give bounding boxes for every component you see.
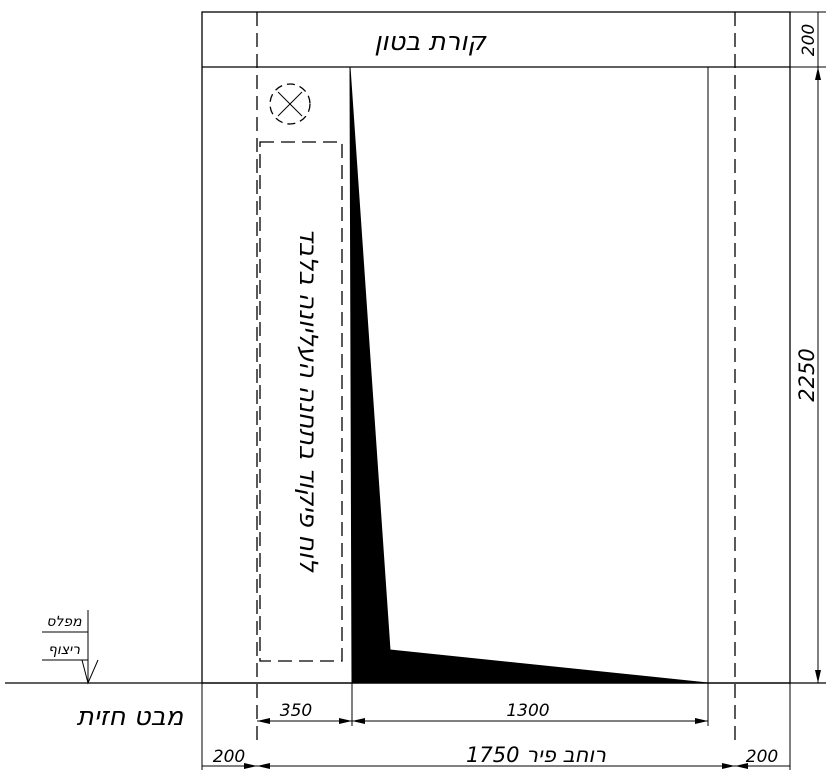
control-panel-label: לוח פיקוד בתחנה העליונה בלבד bbox=[294, 228, 323, 573]
beam-label: קורת בטון bbox=[374, 27, 487, 57]
right-wall-dim: 200 bbox=[746, 747, 778, 767]
left-gap-dim: 350 bbox=[280, 701, 312, 721]
shaft-outline bbox=[201, 11, 791, 684]
door-jamb bbox=[349, 66, 709, 684]
left-wall-dim: 200 bbox=[213, 747, 245, 767]
dashed-wall-lines bbox=[256, 12, 736, 745]
pit-level-label-top: מפלס bbox=[46, 614, 82, 630]
control-panel-outline bbox=[259, 141, 343, 662]
vertical-dimension bbox=[790, 11, 826, 684]
door-dimension bbox=[257, 683, 709, 726]
height-dim: 2250 bbox=[795, 348, 819, 401]
view-label: מבט חזית bbox=[77, 702, 185, 732]
beam-height-dim: 200 bbox=[799, 24, 819, 56]
door-width-dim: 1300 bbox=[506, 701, 549, 721]
shaft-width-dim: 1750 רוחב פיר bbox=[466, 743, 606, 767]
pit-level-marker bbox=[42, 610, 99, 685]
pit-level-label-bottom: ריצוף bbox=[48, 642, 80, 658]
light-fixture-icon bbox=[269, 83, 311, 125]
shaft-dimension bbox=[201, 683, 791, 770]
